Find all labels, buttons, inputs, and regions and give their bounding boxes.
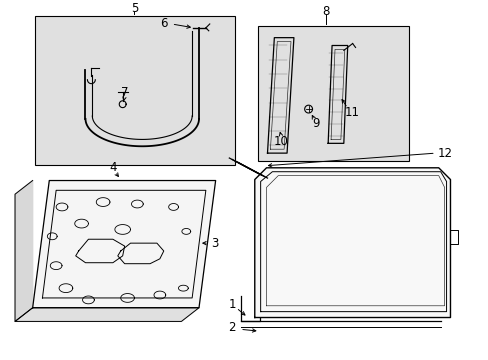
Text: 6: 6: [160, 18, 167, 31]
Bar: [257, 26, 408, 161]
Polygon shape: [15, 308, 199, 321]
Text: 9: 9: [312, 117, 320, 130]
Text: 5: 5: [130, 2, 138, 15]
Text: 2: 2: [228, 321, 236, 334]
Text: 4: 4: [109, 161, 117, 174]
Polygon shape: [254, 168, 449, 318]
Bar: [35, 16, 235, 165]
Text: 3: 3: [210, 237, 218, 249]
Text: 7: 7: [121, 86, 128, 99]
Text: 8: 8: [322, 5, 329, 18]
Text: 12: 12: [437, 147, 452, 159]
Polygon shape: [33, 180, 215, 308]
Text: 11: 11: [345, 105, 359, 118]
Polygon shape: [15, 180, 33, 321]
Text: 1: 1: [228, 298, 236, 311]
Text: 10: 10: [273, 135, 288, 148]
